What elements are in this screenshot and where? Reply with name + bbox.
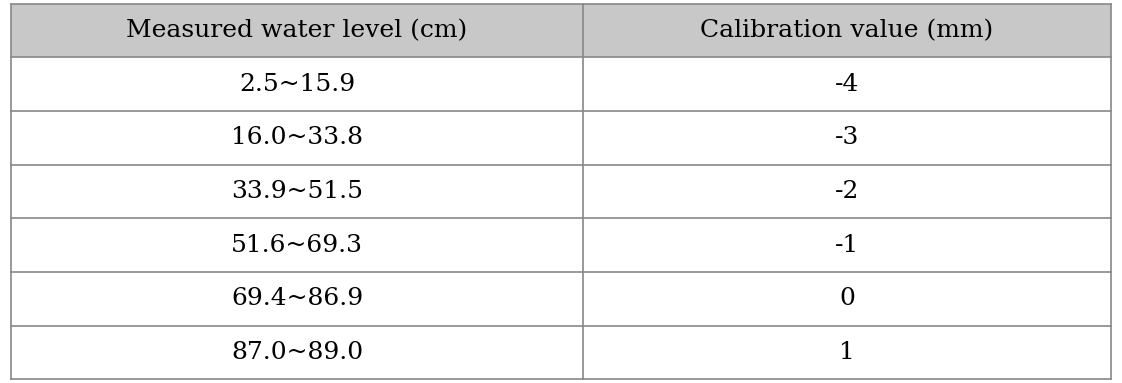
Text: Measured water level (cm): Measured water level (cm) [127,19,468,42]
Bar [11,4,1111,57]
Text: Calibration value (mm): Calibration value (mm) [700,19,993,42]
Bar [11,272,1111,326]
Text: -4: -4 [835,73,859,96]
Bar [11,165,1111,218]
Bar [11,326,1111,379]
Text: 16.0~33.8: 16.0~33.8 [231,126,364,149]
Bar [11,111,1111,165]
Text: 87.0~89.0: 87.0~89.0 [231,341,364,364]
Text: -2: -2 [835,180,859,203]
Text: 33.9~51.5: 33.9~51.5 [231,180,364,203]
Bar [11,57,1111,111]
Text: -3: -3 [835,126,859,149]
Text: 69.4~86.9: 69.4~86.9 [231,287,364,310]
Text: 0: 0 [839,287,855,310]
Text: 2.5~15.9: 2.5~15.9 [239,73,356,96]
Text: 51.6~69.3: 51.6~69.3 [231,234,364,257]
Text: -1: -1 [835,234,859,257]
Bar [11,218,1111,272]
Text: 1: 1 [839,341,855,364]
